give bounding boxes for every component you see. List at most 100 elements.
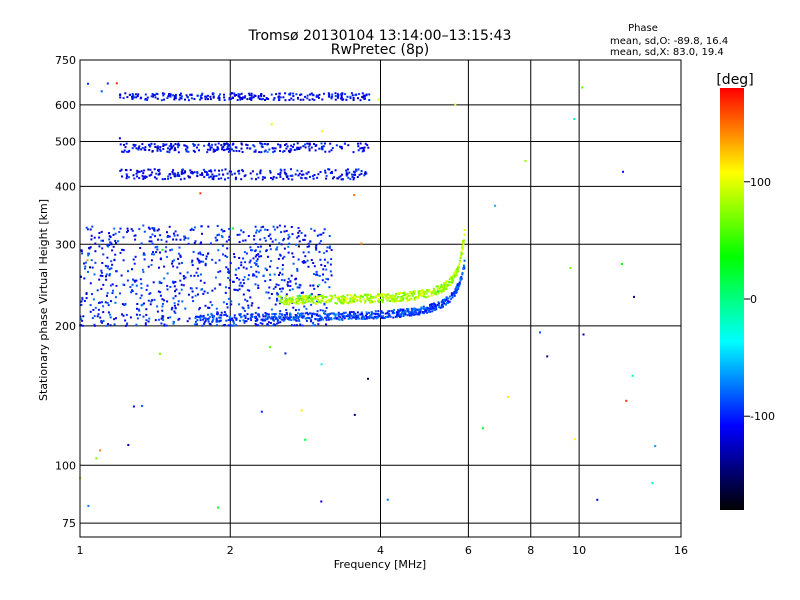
echo-point xyxy=(330,171,333,174)
echo-point xyxy=(446,284,449,287)
echo-point xyxy=(205,174,208,176)
echo-point xyxy=(246,313,249,316)
echo-point xyxy=(221,230,224,233)
echo-point xyxy=(320,299,323,302)
echo-point xyxy=(315,247,318,250)
echo-point xyxy=(394,299,397,302)
echo-point xyxy=(291,233,294,236)
echo-point xyxy=(327,299,330,302)
echo-point xyxy=(196,172,199,175)
echo-point xyxy=(179,178,182,181)
echo-point xyxy=(298,240,301,243)
echo-point xyxy=(360,242,363,245)
echo-point xyxy=(300,93,303,96)
echo-point xyxy=(228,98,231,101)
echo-point xyxy=(172,172,175,175)
echo-point xyxy=(266,323,269,326)
echo-point xyxy=(351,316,354,319)
echo-point xyxy=(366,316,369,318)
echo-point xyxy=(424,307,427,310)
echo-point xyxy=(347,144,350,147)
echo-point xyxy=(229,279,232,282)
echo-point xyxy=(136,307,138,310)
echo-point xyxy=(352,298,355,301)
echo-point xyxy=(425,292,428,295)
echo-point xyxy=(306,97,309,100)
echo-point xyxy=(400,295,403,298)
echo-point xyxy=(297,174,300,177)
echo-point xyxy=(99,274,102,277)
echo-point xyxy=(104,264,107,267)
echo-point xyxy=(291,174,294,177)
echo-point xyxy=(249,316,252,319)
echo-point xyxy=(306,142,309,145)
echo-point xyxy=(291,178,294,181)
echo-point xyxy=(409,313,412,316)
echo-point xyxy=(260,98,263,101)
echo-point xyxy=(124,92,127,95)
echo-point xyxy=(274,315,276,318)
echo-point xyxy=(171,262,173,265)
echo-point xyxy=(202,254,205,256)
echo-point xyxy=(256,313,259,316)
echo-point xyxy=(322,145,325,148)
echo-point xyxy=(224,254,227,257)
echo-point xyxy=(401,309,404,312)
echo-point xyxy=(297,97,299,100)
echo-point xyxy=(381,296,384,299)
echo-point xyxy=(339,175,342,178)
echo-point xyxy=(438,306,441,308)
echo-point xyxy=(278,302,281,305)
echo-point xyxy=(142,315,145,318)
echo-point xyxy=(216,311,219,314)
echo-point xyxy=(223,142,226,145)
echo-point xyxy=(300,312,303,315)
echo-point xyxy=(407,310,410,313)
echo-point xyxy=(230,318,233,321)
echo-point xyxy=(169,173,171,176)
echo-point xyxy=(416,313,419,316)
echo-point xyxy=(352,178,355,181)
echo-point xyxy=(230,303,233,306)
echo-point xyxy=(150,300,153,303)
echo-point xyxy=(435,306,438,309)
x-tick-label: 8 xyxy=(527,544,534,557)
echo-point xyxy=(377,316,380,319)
echo-point xyxy=(102,311,105,314)
echo-point xyxy=(102,253,105,256)
echo-point xyxy=(107,323,109,326)
echo-point xyxy=(313,313,315,315)
echo-point xyxy=(369,301,371,304)
echo-point xyxy=(303,295,305,298)
echo-point xyxy=(209,315,212,318)
echo-point xyxy=(225,266,228,269)
echo-point xyxy=(125,169,128,172)
echo-point xyxy=(363,174,366,177)
echo-point xyxy=(408,297,411,300)
echo-point xyxy=(443,299,446,302)
echo-point xyxy=(301,312,304,315)
echo-point xyxy=(324,312,327,315)
echo-point xyxy=(358,173,361,176)
echo-point xyxy=(211,258,214,261)
echo-point xyxy=(269,171,272,174)
echo-point xyxy=(303,238,306,241)
echo-point xyxy=(207,318,210,321)
echo-point xyxy=(251,302,254,305)
echo-point xyxy=(457,266,460,269)
echo-point xyxy=(202,318,204,321)
echo-point xyxy=(91,293,93,296)
echo-point xyxy=(439,289,442,292)
echo-point xyxy=(156,229,159,232)
echo-point xyxy=(209,175,212,178)
echo-point xyxy=(345,301,348,304)
echo-point xyxy=(242,319,245,322)
echo-point xyxy=(330,97,333,100)
echo-point xyxy=(250,92,253,95)
echo-point xyxy=(243,321,246,324)
echo-point xyxy=(212,95,215,98)
echo-point xyxy=(254,150,257,153)
echo-point xyxy=(368,317,371,320)
echo-point xyxy=(174,143,177,145)
echo-point xyxy=(280,298,283,301)
